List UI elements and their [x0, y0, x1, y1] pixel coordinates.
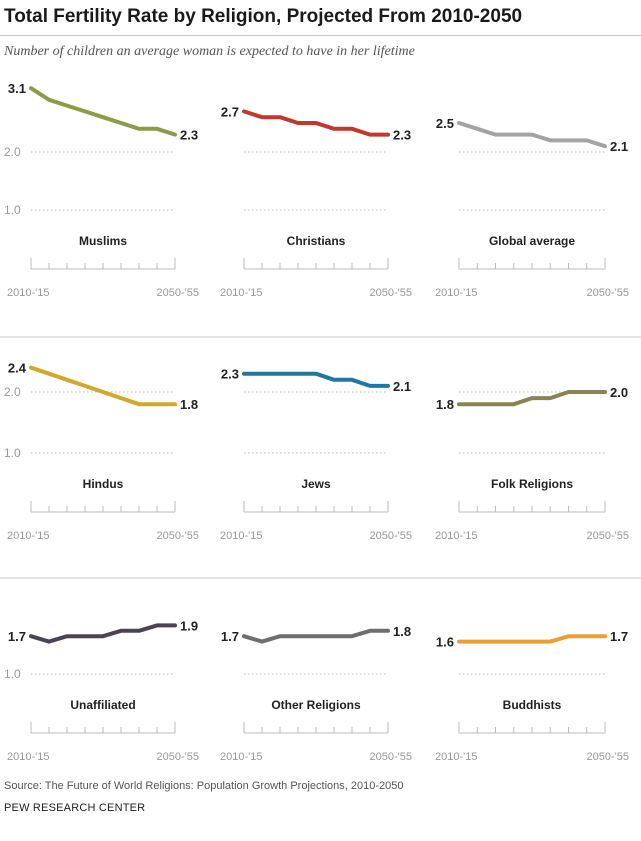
panel-title: Unaffiliated [70, 698, 135, 712]
panel-title: Buddhists [503, 698, 562, 712]
x-tick-label: 2010-'15 [7, 287, 49, 299]
y-tick-label: 2.0 [4, 145, 21, 159]
end-value-label: 1.8 [180, 397, 198, 412]
end-value-label: 2.3 [393, 128, 411, 143]
chart-title: Total Fertility Rate by Religion, Projec… [4, 6, 523, 27]
x-tick-label: 2050-'55 [587, 530, 629, 542]
start-value-label: 1.8 [436, 397, 454, 412]
x-tick-label: 2050-'55 [370, 751, 412, 763]
end-value-label: 2.0 [610, 385, 628, 400]
start-value-label: 3.1 [8, 81, 26, 96]
x-tick-label: 2010-'15 [220, 287, 262, 299]
panel-title: Hindus [83, 477, 124, 491]
y-tick-label: 1.0 [4, 667, 21, 681]
x-tick-label: 2010-'15 [7, 530, 49, 542]
x-tick-label: 2050-'55 [157, 751, 199, 763]
panel-title: Christians [287, 234, 346, 248]
x-tick-label: 2010-'15 [220, 530, 262, 542]
x-tick-label: 2050-'55 [157, 530, 199, 542]
end-value-label: 2.1 [393, 379, 411, 394]
x-tick-label: 2010-'15 [435, 530, 477, 542]
end-value-label: 1.9 [180, 618, 198, 633]
end-value-label: 1.7 [610, 629, 628, 644]
start-value-label: 2.7 [221, 104, 239, 119]
start-value-label: 2.4 [8, 361, 27, 376]
panel-title: Jews [301, 477, 331, 491]
start-value-label: 1.6 [436, 635, 454, 650]
end-value-label: 2.3 [180, 128, 198, 143]
x-tick-label: 2010-'15 [220, 751, 262, 763]
x-tick-label: 2050-'55 [587, 751, 629, 763]
start-value-label: 2.5 [436, 116, 454, 131]
title-rule [0, 35, 641, 36]
x-tick-label: 2050-'55 [587, 287, 629, 299]
series-line [29, 623, 177, 644]
source-note: Source: The Future of World Religions: P… [4, 780, 404, 792]
x-tick-label: 2010-'15 [7, 751, 49, 763]
x-tick-label: 2050-'55 [157, 287, 199, 299]
x-tick-label: 2010-'15 [435, 751, 477, 763]
x-tick-label: 2050-'55 [370, 287, 412, 299]
y-tick-label: 1.0 [4, 446, 21, 460]
x-tick-label: 2050-'55 [370, 530, 412, 542]
start-value-label: 1.7 [221, 629, 239, 644]
start-value-label: 2.3 [221, 367, 239, 382]
end-value-label: 1.8 [393, 624, 411, 639]
panel-title: Other Religions [271, 698, 361, 712]
chart-subtitle: Number of children an average woman is e… [4, 44, 415, 59]
panel-title: Global average [489, 234, 575, 248]
start-value-label: 1.7 [8, 629, 26, 644]
series-line [29, 86, 177, 137]
series-line [242, 371, 390, 388]
end-value-label: 2.1 [610, 139, 628, 154]
panel-title: Muslims [79, 234, 127, 248]
panel-title: Folk Religions [491, 477, 573, 491]
series-line [457, 634, 607, 644]
series-line [29, 365, 177, 407]
credit-line: PEW RESEARCH CENTER [4, 802, 146, 814]
y-tick-label: 2.0 [4, 385, 21, 399]
x-tick-label: 2010-'15 [435, 287, 477, 299]
y-tick-label: 1.0 [4, 203, 21, 217]
